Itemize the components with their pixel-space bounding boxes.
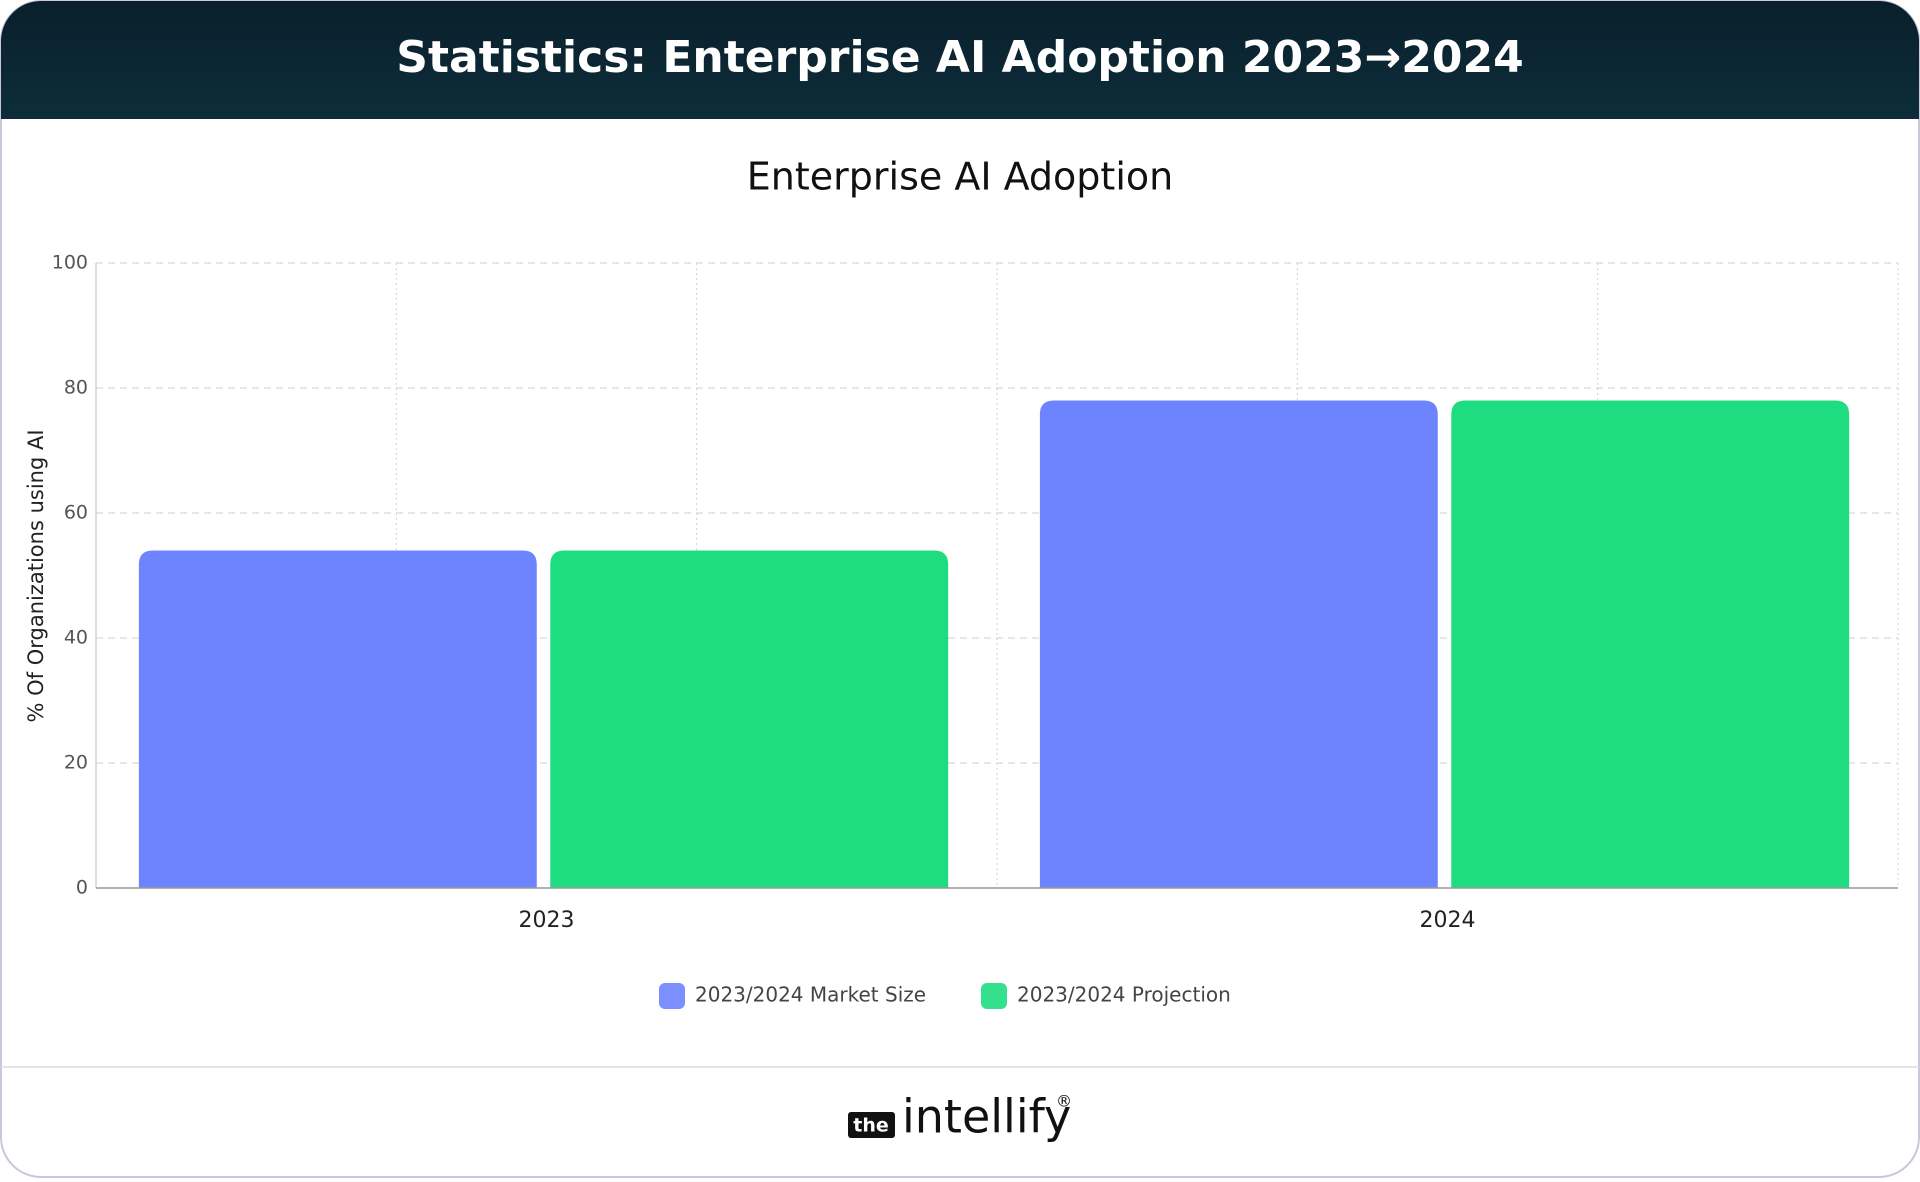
brand-logo: the intellify ® [848,1090,1072,1144]
y-axis-label: % Of Organizations using AI [24,429,48,722]
y-tick-label: 80 [64,377,88,399]
chart-title: Enterprise AI Adoption [747,155,1173,199]
y-tick-label: 40 [64,627,88,649]
brand-prefix: the [853,1115,889,1137]
bar [138,550,537,888]
legend-swatch [659,983,685,1009]
y-tick-label: 60 [64,502,88,524]
legend-swatch [981,983,1007,1009]
y-tick-label: 100 [52,252,88,274]
legend-label: 2023/2024 Projection [1017,983,1231,1007]
bar [550,550,949,888]
bar [1039,400,1438,888]
brand-name: intellify [902,1090,1071,1144]
header-bar [1,1,1919,119]
x-tick-label: 2024 [1420,908,1476,933]
brand-mark: ® [1056,1092,1072,1111]
brand-badge [848,1112,895,1138]
x-tick-label: 2023 [519,908,575,933]
y-tick-label: 20 [64,752,88,774]
header-title: Statistics: Enterprise AI Adoption 2023→… [396,32,1523,83]
bar [1451,400,1850,888]
y-tick-label: 0 [76,877,88,899]
legend-label: 2023/2024 Market Size [695,983,926,1007]
legend: 2023/2024 Market Size 2023/2024 Projectio… [659,983,1231,1009]
